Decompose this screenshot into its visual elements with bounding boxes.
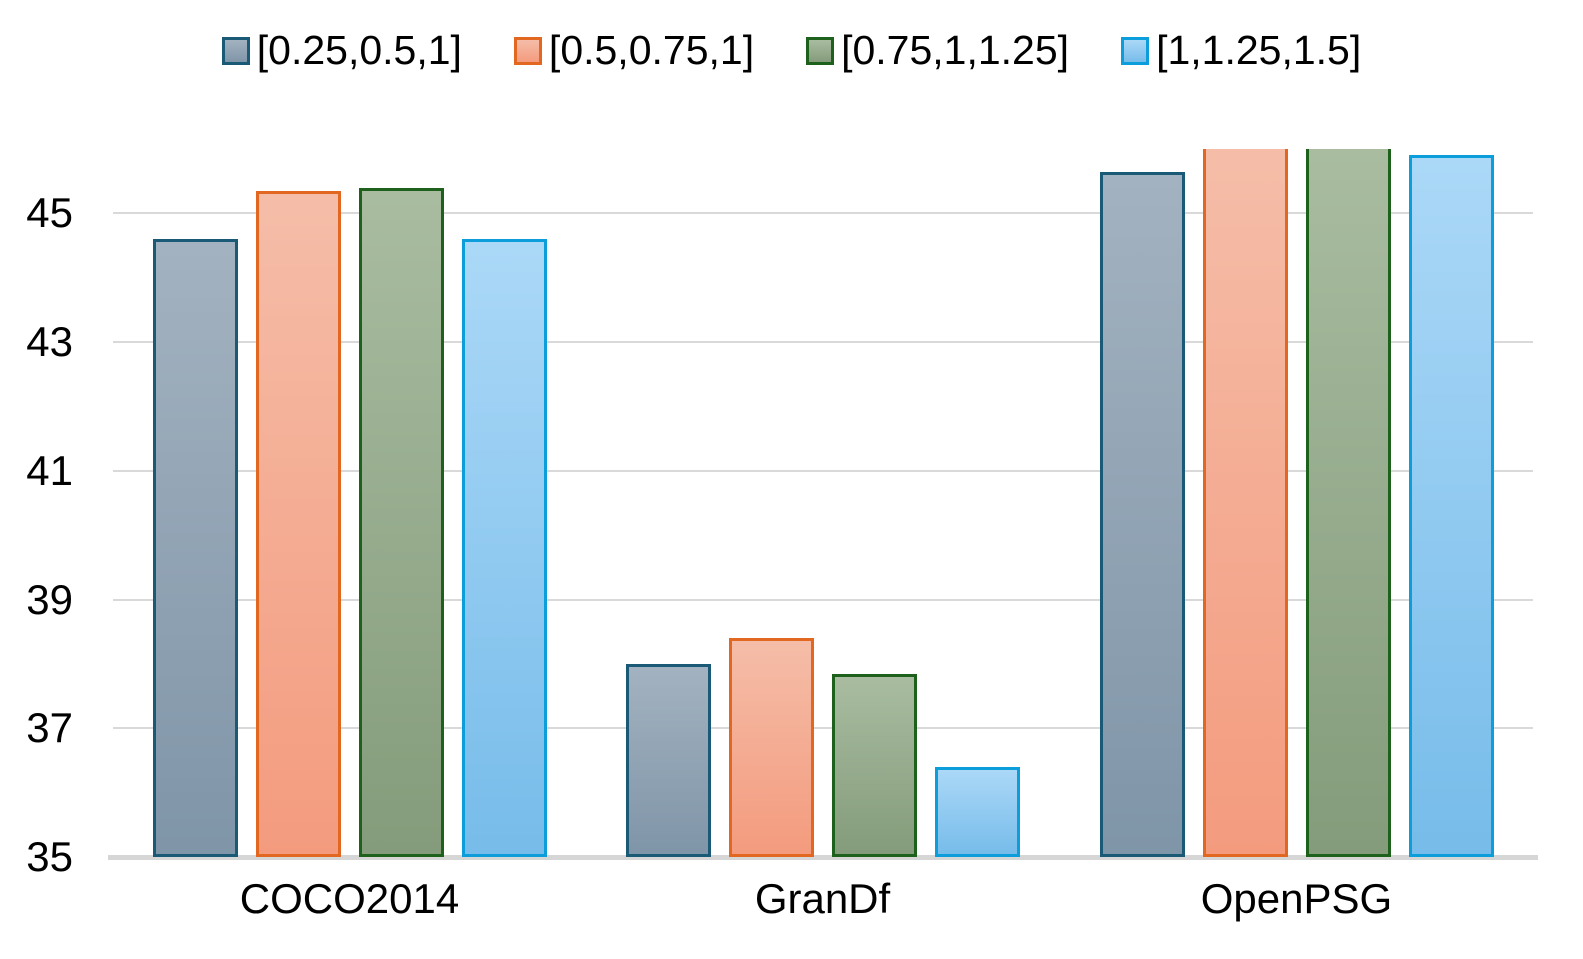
bar-grandf-series4 — [934, 767, 1020, 857]
gridline — [113, 599, 1533, 601]
gridline — [113, 727, 1533, 729]
legend-label: [0.25,0.5,1] — [256, 27, 462, 73]
y-axis-tick-label: 43 — [26, 318, 73, 365]
legend-item: [0.75,1,1.25] — [806, 30, 1069, 71]
legend-label: [0.5,0.75,1] — [548, 27, 755, 73]
y-axis-tick-label: 39 — [26, 576, 73, 623]
x-axis-line — [108, 855, 1538, 860]
bar-grandf-series3 — [831, 674, 917, 857]
legend-color-swatch-icon — [513, 36, 542, 65]
y-axis-tick-label: 35 — [26, 833, 73, 880]
chart-legend: [0.25,0.5,1] [0.5,0.75,1] [0.75,1,1.25] [1,… — [0, 30, 1583, 71]
bar-coco2014-series1 — [152, 239, 238, 857]
legend-color-swatch-icon — [806, 36, 835, 65]
bar-coco2014-series2 — [255, 191, 341, 857]
bar-openpsg-series3 — [1305, 149, 1391, 857]
bar-openpsg-series4 — [1408, 155, 1494, 857]
gridline — [113, 341, 1533, 343]
y-axis-tick-label: 41 — [26, 447, 73, 494]
bar-group-grandf — [586, 149, 1059, 857]
legend-item: [0.25,0.5,1] — [221, 27, 462, 73]
legend-label: [0.75,1,1.25] — [841, 27, 1070, 73]
y-axis-tick-label: 37 — [26, 704, 73, 751]
legend-label: [1,1.25,1.5] — [1156, 27, 1362, 73]
x-axis-category-label: GranDf — [754, 875, 891, 922]
legend-item: [1,1.25,1.5] — [1121, 30, 1361, 71]
plot-area — [113, 149, 1533, 857]
bar-coco2014-series4 — [461, 239, 547, 857]
legend-color-swatch-icon — [221, 36, 250, 65]
bar-coco2014-series3 — [358, 188, 444, 857]
legend-color-swatch-icon — [1121, 36, 1150, 65]
bar-grandf-series1 — [625, 664, 711, 857]
legend-item: [0.5,0.75,1] — [513, 27, 755, 73]
x-axis-category-label: OpenPSG — [1200, 875, 1393, 922]
gridline — [113, 212, 1533, 214]
bar-openpsg-series1 — [1099, 172, 1185, 857]
gridline — [113, 470, 1533, 472]
y-axis-tick-label: 45 — [26, 189, 73, 236]
bar-group-coco2014 — [113, 149, 586, 857]
bar-openpsg-series2 — [1202, 149, 1288, 857]
bar-grandf-series2 — [728, 638, 814, 857]
x-axis-category-label: COCO2014 — [239, 875, 460, 922]
bar-group-openpsg — [1060, 149, 1533, 857]
